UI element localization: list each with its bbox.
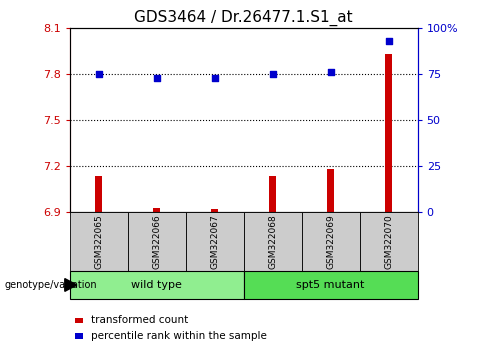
Bar <box>211 209 218 212</box>
Text: transformed count: transformed count <box>91 315 189 325</box>
Text: percentile rank within the sample: percentile rank within the sample <box>91 331 267 341</box>
Text: spt5 mutant: spt5 mutant <box>297 280 365 290</box>
Text: GSM322067: GSM322067 <box>210 214 219 269</box>
Text: genotype/variation: genotype/variation <box>5 280 97 290</box>
Bar <box>70 212 128 271</box>
Bar <box>153 208 160 212</box>
Text: GSM322066: GSM322066 <box>152 214 161 269</box>
Bar <box>269 176 276 212</box>
Bar <box>75 318 83 323</box>
Title: GDS3464 / Dr.26477.1.S1_at: GDS3464 / Dr.26477.1.S1_at <box>134 9 353 25</box>
Point <box>211 75 218 81</box>
Bar <box>243 271 418 299</box>
Point <box>153 75 160 81</box>
Bar <box>301 212 360 271</box>
Point <box>385 38 393 44</box>
Bar <box>385 55 392 212</box>
Text: GSM322068: GSM322068 <box>268 214 277 269</box>
Bar <box>360 212 418 271</box>
Point <box>327 70 335 75</box>
Text: wild type: wild type <box>131 280 182 290</box>
Text: GSM322070: GSM322070 <box>384 214 393 269</box>
Bar <box>186 212 243 271</box>
Point <box>95 72 102 77</box>
Bar <box>243 212 301 271</box>
Bar <box>95 176 102 212</box>
Bar <box>128 212 186 271</box>
Point <box>269 72 276 77</box>
Polygon shape <box>65 279 77 291</box>
Text: GSM322065: GSM322065 <box>94 214 103 269</box>
Bar <box>327 170 334 212</box>
Bar <box>75 333 83 339</box>
Text: GSM322069: GSM322069 <box>326 214 335 269</box>
Bar <box>70 271 243 299</box>
